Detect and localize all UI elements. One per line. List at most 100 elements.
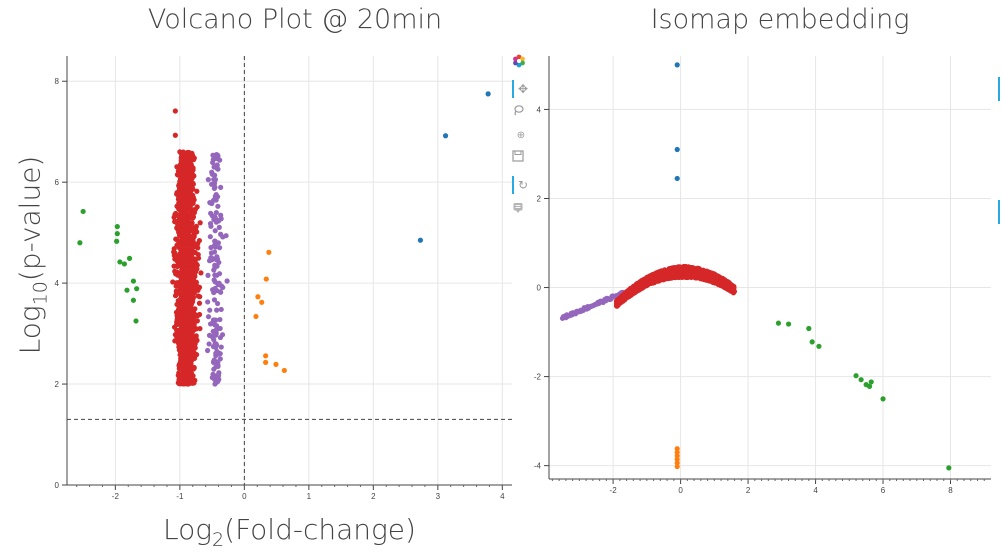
y-tick-label: 8 bbox=[55, 77, 60, 86]
data-point bbox=[172, 212, 178, 218]
data-point bbox=[190, 207, 196, 213]
y-tick-label: -4 bbox=[534, 462, 542, 471]
data-point bbox=[184, 171, 190, 177]
data-point bbox=[218, 184, 224, 191]
data-point bbox=[178, 240, 184, 246]
reset-icon[interactable]: ↻ bbox=[512, 176, 532, 194]
data-point bbox=[677, 267, 683, 273]
data-point bbox=[184, 276, 191, 282]
data-point bbox=[674, 453, 680, 459]
data-point bbox=[133, 318, 139, 324]
data-point bbox=[126, 255, 133, 261]
data-point bbox=[213, 323, 220, 329]
data-point bbox=[180, 299, 186, 305]
data-point bbox=[189, 169, 195, 175]
data-point bbox=[179, 356, 185, 362]
data-point bbox=[188, 305, 195, 311]
data-point bbox=[206, 332, 213, 338]
data-point bbox=[218, 344, 224, 350]
data-point bbox=[182, 321, 188, 327]
y-tick-label: 2 bbox=[55, 380, 60, 389]
x-tick-label: 4 bbox=[813, 486, 818, 495]
data-point bbox=[211, 180, 218, 186]
data-point bbox=[217, 316, 223, 323]
data-point bbox=[196, 300, 203, 306]
toolbar-marker bbox=[998, 200, 1000, 224]
data-point bbox=[192, 250, 198, 256]
y-tick-label: 6 bbox=[55, 178, 60, 187]
data-point bbox=[210, 371, 216, 377]
data-point bbox=[674, 146, 680, 153]
data-point bbox=[205, 177, 211, 183]
data-point bbox=[134, 286, 140, 292]
data-point bbox=[197, 294, 203, 300]
data-point bbox=[186, 221, 193, 227]
data-point bbox=[130, 278, 137, 284]
data-point bbox=[190, 194, 196, 201]
data-point bbox=[785, 321, 792, 327]
data-point bbox=[218, 306, 224, 313]
data-point bbox=[80, 208, 86, 215]
data-point bbox=[186, 301, 192, 307]
data-point bbox=[615, 297, 621, 303]
volcano-plot[interactable]: -2 -1 0 1 2 3 4 0 2 4 6 8 bbox=[55, 56, 512, 501]
wheel-zoom-icon[interactable]: ⊕ bbox=[516, 129, 526, 141]
data-point bbox=[217, 351, 223, 357]
y-tick-label: 0 bbox=[55, 481, 60, 490]
data-point bbox=[210, 152, 216, 158]
save-icon[interactable] bbox=[512, 150, 530, 168]
data-point bbox=[121, 261, 127, 267]
data-point bbox=[178, 228, 184, 234]
x-tick-label: 2 bbox=[746, 486, 751, 495]
data-point bbox=[224, 278, 230, 284]
data-point bbox=[211, 289, 217, 296]
data-point bbox=[212, 317, 218, 323]
data-point bbox=[724, 280, 730, 286]
data-point bbox=[176, 186, 182, 192]
x-tick-label: -2 bbox=[610, 486, 618, 495]
data-point bbox=[211, 176, 217, 183]
data-point bbox=[205, 272, 211, 278]
data-point bbox=[191, 225, 197, 231]
data-point bbox=[212, 381, 218, 387]
isomap-plot[interactable]: -2 0 2 4 6 8 -4 -2 0 2 4 bbox=[534, 56, 991, 495]
data-point bbox=[209, 213, 215, 219]
data-point bbox=[192, 273, 198, 280]
data-point bbox=[637, 279, 643, 285]
data-point bbox=[186, 280, 192, 286]
data-point bbox=[216, 245, 223, 251]
data-point bbox=[485, 91, 491, 97]
data-point bbox=[186, 197, 193, 203]
data-point bbox=[702, 276, 708, 282]
data-point bbox=[806, 325, 812, 332]
data-point bbox=[188, 336, 194, 343]
data-point bbox=[669, 274, 676, 281]
data-point bbox=[213, 342, 220, 348]
data-point bbox=[117, 259, 123, 265]
data-point bbox=[173, 333, 180, 339]
data-point bbox=[858, 377, 864, 383]
data-point bbox=[624, 294, 631, 300]
data-point bbox=[259, 299, 265, 305]
data-point bbox=[180, 168, 186, 175]
data-point bbox=[216, 271, 223, 277]
bokeh-logo-icon[interactable] bbox=[512, 54, 530, 72]
lasso-select-icon[interactable] bbox=[512, 104, 530, 122]
pan-icon[interactable]: ✥ bbox=[512, 80, 532, 98]
data-point bbox=[174, 191, 180, 197]
data-point bbox=[213, 244, 219, 250]
data-point bbox=[189, 175, 195, 181]
data-point bbox=[266, 249, 272, 255]
y-tick-label: -2 bbox=[534, 373, 542, 382]
hover-icon[interactable] bbox=[512, 202, 530, 220]
data-point bbox=[809, 339, 815, 345]
data-point bbox=[853, 373, 859, 379]
data-point bbox=[172, 108, 178, 114]
data-point bbox=[195, 245, 201, 251]
data-point bbox=[183, 330, 189, 336]
data-point bbox=[775, 320, 782, 326]
data-point bbox=[174, 316, 180, 322]
x-tick-label: 8 bbox=[948, 486, 953, 495]
data-point bbox=[216, 224, 222, 231]
data-point bbox=[198, 270, 204, 276]
